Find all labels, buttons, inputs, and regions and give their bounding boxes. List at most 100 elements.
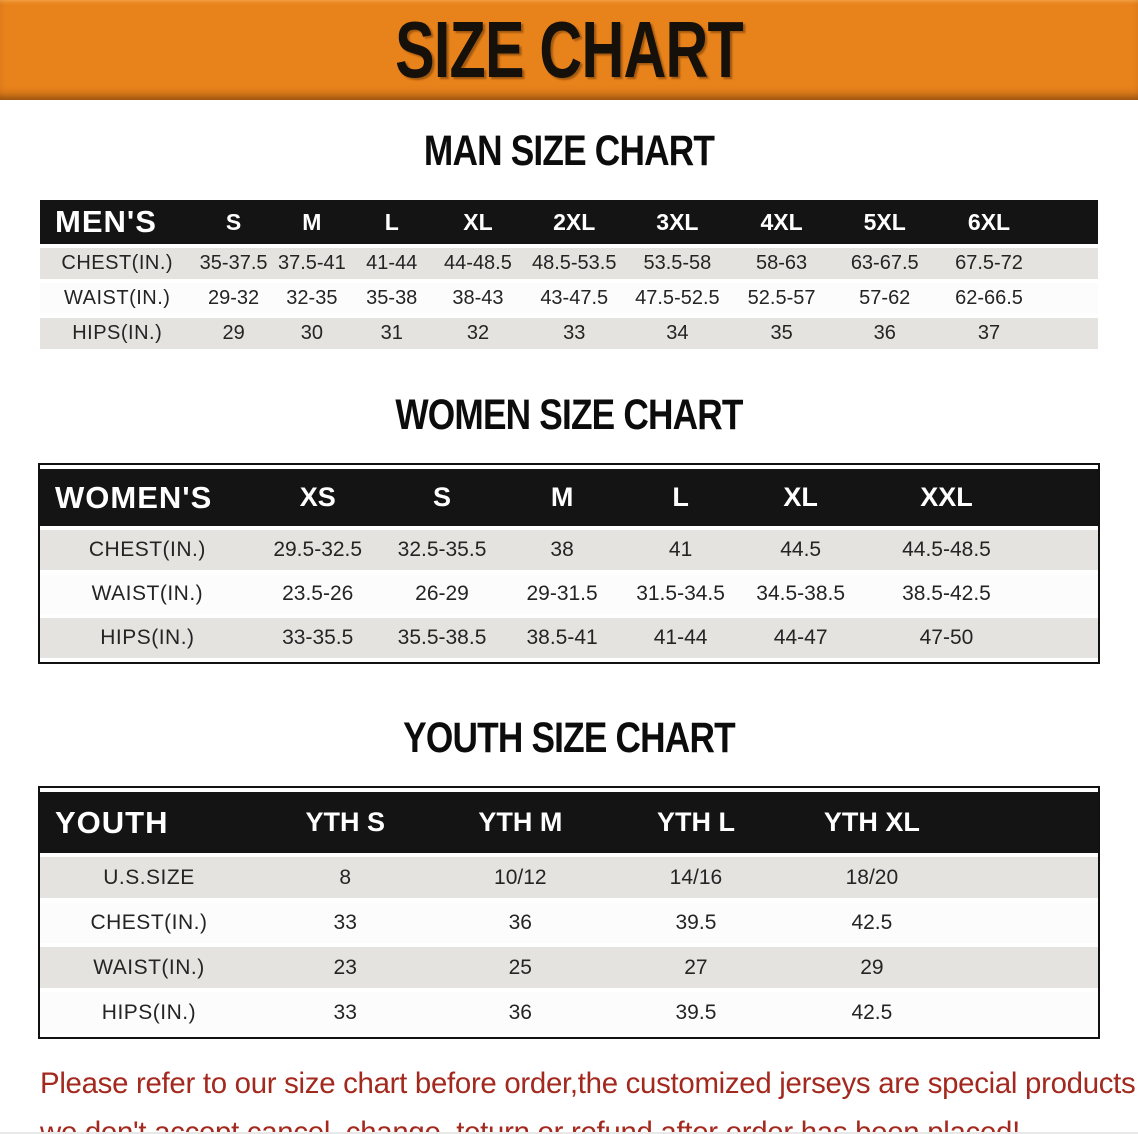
- table-row: WAIST(IN.) 23.5-26 26-29 29-31.5 31.5-34.5 34…: [40, 574, 1098, 614]
- measurement-value: 36: [432, 902, 609, 943]
- men-size-table: MEN'S S M L XL 2XL 3XL 4XL 5XL 6XL CHEST(IN.) 35-37…: [40, 196, 1098, 353]
- measurement-value: 33: [257, 902, 433, 943]
- measurement-value: 32: [432, 318, 524, 349]
- table-row: HIPS(IN.) 33-35.5 35.5-38.5 38.5-41 41-44 44-…: [40, 618, 1098, 658]
- measurement-value: 23.5-26: [254, 574, 381, 614]
- size-column-header: L: [351, 200, 433, 244]
- measurement-row-label: HIPS(IN.): [40, 992, 258, 1033]
- measurement-value: 23: [257, 947, 433, 988]
- measurement-value: 47-50: [860, 618, 1098, 658]
- measurement-row-label: CHEST(IN.): [40, 248, 195, 279]
- measurement-value: 48.5-53.5: [523, 248, 626, 279]
- measurement-value: 44.5: [740, 530, 861, 570]
- disclaimer: Please refer to our size chart before or…: [40, 1059, 1138, 1134]
- table-row: CHEST(IN.) 35-37.5 37.5-41 41-44 44-48.5 48.5…: [40, 248, 1098, 279]
- measurement-value: 32-35: [272, 283, 352, 314]
- size-column-header: S: [380, 469, 504, 526]
- size-column-header: M: [503, 469, 621, 526]
- measurement-value: 18/20: [783, 857, 1098, 898]
- measurement-value: 29-31.5: [503, 574, 621, 614]
- size-column-header: XS: [254, 469, 381, 526]
- measurement-value: 31: [351, 318, 433, 349]
- measurement-value: 42.5: [783, 902, 1098, 943]
- size-column-header: 3XL: [625, 200, 730, 244]
- measurement-value: 41-44: [620, 618, 741, 658]
- table-row: CHEST(IN.) 29.5-32.5 32.5-35.5 38 41 44.5 44.5…: [40, 530, 1098, 570]
- table-group-label: WOMEN'S: [40, 469, 255, 526]
- youth-size-table: YOUTH YTH S YTH M YTH L YTH XL U.S.SIZE 8 10/12…: [38, 786, 1100, 1039]
- measurement-row-label: HIPS(IN.): [40, 318, 195, 349]
- measurement-value: 38.5-42.5: [860, 574, 1098, 614]
- table-row: WAIST(IN.) 29-32 32-35 35-38 38-43 43-47.5 47.…: [40, 283, 1098, 314]
- measurement-value: 37: [936, 318, 1098, 349]
- size-column-header: M: [272, 200, 352, 244]
- measurement-row-label: HIPS(IN.): [40, 618, 255, 658]
- size-column-header: 6XL: [936, 200, 1098, 244]
- women-size-chart-title: WOMEN SIZE CHART: [395, 391, 743, 439]
- measurement-value: 41-44: [351, 248, 433, 279]
- man-size-chart-title: MAN SIZE CHART: [423, 127, 715, 175]
- size-column-header: 2XL: [523, 200, 626, 244]
- measurement-value: 34: [625, 318, 730, 349]
- table-header-row: WOMEN'S XS S M L XL XXL: [40, 469, 1098, 526]
- youth-size-chart-title: YOUTH SIZE CHART: [403, 714, 735, 762]
- table-header-row: MEN'S S M L XL 2XL 3XL 4XL 5XL 6XL: [40, 200, 1098, 244]
- disclaimer-line-2: we don't accept cancel, change, teturn o…: [40, 1116, 1020, 1134]
- measurement-value: 29: [783, 947, 1098, 988]
- measurement-value: 34.5-38.5: [740, 574, 861, 614]
- measurement-value: 41: [620, 530, 741, 570]
- measurement-value: 38.5-41: [503, 618, 621, 658]
- measurement-value: 44.5-48.5: [860, 530, 1098, 570]
- measurement-value: 14/16: [608, 857, 784, 898]
- measurement-value: 31.5-34.5: [620, 574, 741, 614]
- measurement-value: 47.5-52.5: [625, 283, 730, 314]
- measurement-value: 25: [432, 947, 609, 988]
- measurement-value: 10/12: [432, 857, 609, 898]
- measurement-value: 42.5: [783, 992, 1098, 1033]
- measurement-value: 58-63: [729, 248, 834, 279]
- measurement-value: 44-47: [740, 618, 861, 658]
- size-column-header: YTH L: [608, 792, 784, 853]
- measurement-value: 35-37.5: [194, 248, 273, 279]
- size-column-header: YTH S: [257, 792, 433, 853]
- measurement-value: 32.5-35.5: [380, 530, 504, 570]
- measurement-value: 39.5: [608, 992, 784, 1033]
- women-size-section: WOMEN SIZE CHART WOMEN'S XS S M L XL XXL CHEST(…: [0, 391, 1138, 664]
- measurement-value: 26-29: [380, 574, 504, 614]
- measurement-value: 27: [608, 947, 784, 988]
- measurement-value: 35.5-38.5: [380, 618, 504, 658]
- measurement-value: 53.5-58: [625, 248, 730, 279]
- measurement-value: 29.5-32.5: [254, 530, 381, 570]
- measurement-value: 38: [503, 530, 621, 570]
- measurement-value: 35: [729, 318, 834, 349]
- table-row: U.S.SIZE 8 10/12 14/16 18/20: [40, 857, 1098, 898]
- measurement-value: 30: [272, 318, 352, 349]
- measurement-value: 29: [194, 318, 273, 349]
- measurement-value: 33: [257, 992, 433, 1033]
- measurement-value: 35-38: [351, 283, 433, 314]
- measurement-value: 36: [833, 318, 937, 349]
- measurement-row-label: U.S.SIZE: [40, 857, 258, 898]
- size-column-header: L: [620, 469, 741, 526]
- women-size-table: WOMEN'S XS S M L XL XXL CHEST(IN.) 29.5-32.5 32.5…: [38, 463, 1100, 664]
- size-column-header: XL: [432, 200, 524, 244]
- measurement-value: 38-43: [432, 283, 524, 314]
- table-header-row: YOUTH YTH S YTH M YTH L YTH XL: [40, 792, 1098, 853]
- youth-size-section: YOUTH SIZE CHART YOUTH YTH S YTH M YTH L YTH…: [0, 714, 1138, 1039]
- measurement-value: 57-62: [833, 283, 937, 314]
- measurement-value: 67.5-72: [936, 248, 1098, 279]
- table-group-label: MEN'S: [40, 200, 195, 244]
- measurement-row-label: CHEST(IN.): [40, 530, 255, 570]
- size-column-header: 5XL: [833, 200, 937, 244]
- measurement-value: 8: [257, 857, 433, 898]
- size-column-header: S: [194, 200, 273, 244]
- measurement-value: 39.5: [608, 902, 784, 943]
- measurement-value: 29-32: [194, 283, 273, 314]
- measurement-row-label: WAIST(IN.): [40, 947, 258, 988]
- measurement-value: 33: [523, 318, 626, 349]
- measurement-row-label: WAIST(IN.): [40, 283, 195, 314]
- disclaimer-line-1: Please refer to our size chart before or…: [40, 1067, 1138, 1100]
- size-column-header: 4XL: [729, 200, 834, 244]
- size-chart-banner: SIZE CHART: [0, 0, 1138, 100]
- measurement-row-label: CHEST(IN.): [40, 902, 258, 943]
